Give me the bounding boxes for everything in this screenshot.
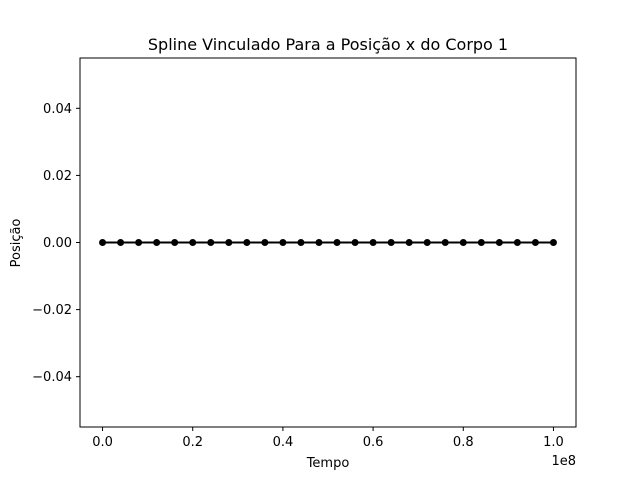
y-axis-ticks: −0.04 −0.02 0.00 0.02 0.04 — [32, 102, 80, 385]
data-point — [117, 239, 125, 246]
data-point — [243, 239, 251, 246]
x-tick-label: 0.0 — [92, 435, 113, 450]
x-tick-label: 0.2 — [182, 435, 203, 450]
data-point — [351, 239, 359, 246]
x-tick-label: 1.0 — [543, 435, 564, 450]
data-point — [315, 239, 323, 246]
data-point — [261, 239, 269, 246]
data-point — [207, 239, 215, 246]
chart-title: Spline Vinculado Para a Posição x do Cor… — [148, 35, 508, 54]
data-point — [135, 239, 143, 246]
y-tick-label: −0.04 — [32, 370, 72, 385]
x-tick-label: 0.6 — [363, 435, 384, 450]
data-point — [441, 239, 449, 246]
data-point — [153, 239, 161, 246]
data-point — [549, 239, 557, 246]
data-point — [423, 239, 431, 246]
data-point — [477, 239, 485, 246]
x-axis-ticks: 0.0 0.2 0.4 0.6 0.8 1.0 — [92, 427, 564, 450]
x-axis-offset-label: 1e8 — [551, 454, 576, 469]
y-axis-label: Posição — [9, 219, 24, 268]
data-point — [171, 239, 179, 246]
x-axis-label: Tempo — [306, 456, 350, 471]
data-point — [495, 239, 503, 246]
x-tick-label: 0.4 — [273, 435, 294, 450]
y-tick-label: 0.02 — [43, 169, 72, 184]
data-point — [333, 239, 341, 246]
data-point — [279, 239, 287, 246]
data-point — [189, 239, 197, 246]
plot-area — [99, 239, 557, 246]
data-point — [225, 239, 233, 246]
data-point — [369, 239, 377, 246]
data-point — [387, 239, 395, 246]
data-point — [531, 239, 539, 246]
data-point — [405, 239, 413, 246]
data-point — [297, 239, 305, 246]
y-tick-label: −0.02 — [32, 303, 72, 318]
data-point — [99, 239, 107, 246]
y-tick-label: 0.00 — [43, 236, 72, 251]
y-tick-label: 0.04 — [43, 102, 72, 117]
data-point — [513, 239, 521, 246]
x-tick-label: 0.8 — [453, 435, 474, 450]
data-point — [459, 239, 467, 246]
